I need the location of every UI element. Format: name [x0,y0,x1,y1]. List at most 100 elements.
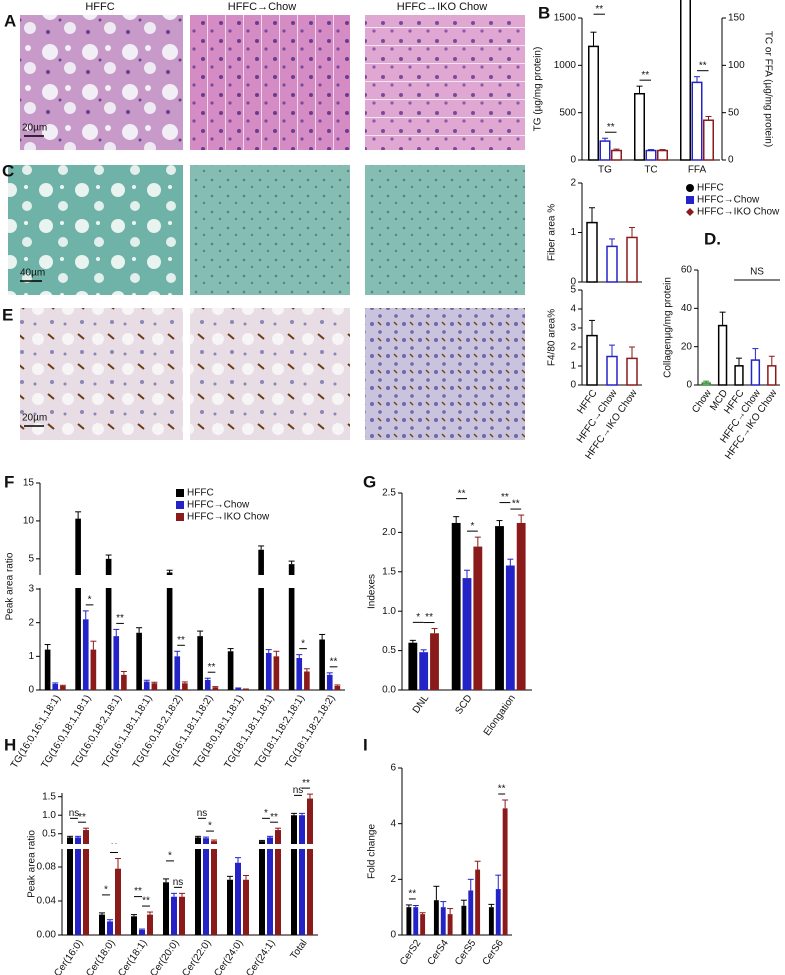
significance-label: ** [498,784,506,795]
significance-label: ** [699,60,707,71]
y-tick-label: 500 [559,107,576,118]
y-axis-label: Fold change [367,824,378,879]
bar [82,619,89,690]
panel-label: I [363,735,368,754]
x-tick-label: FFA [688,165,707,176]
bar [408,642,418,690]
micrograph [365,15,525,150]
micrograph-title: HFFC→Chow [228,1,297,13]
bar [195,837,201,935]
significance-label: ** [134,886,142,897]
y-tick-label: 0.08 [37,862,57,873]
y-tick-label: 40 [681,303,693,314]
bar [171,896,177,935]
y-tick-label: 2 [570,178,576,189]
bar [52,683,59,690]
y-tick-label: 1.5 [42,791,56,802]
bar [586,221,598,283]
legend-marker [176,489,184,497]
y-tick-label: 0.04 [37,896,57,907]
x-tick-label: SCD [453,693,474,717]
y-tick-label: 2 [390,874,396,885]
significance-label: ** [501,492,509,503]
legend-marker [176,501,184,509]
bar [626,236,638,283]
bar [626,357,638,386]
annotation: NS [750,267,764,278]
x-tick-label: Cer(16:0) [52,938,85,975]
y-tick-label: 10 [23,516,35,527]
y-tick-label: 0 [570,155,576,166]
y-tick-label: 5 [570,285,576,296]
y-tick-label: 2.5 [382,488,396,499]
y-tick-label: 2 [570,342,576,353]
x-tick-label: Cer(20:0) [148,938,181,975]
y-tick-label: 1.5 [382,566,396,577]
bar [131,916,137,935]
significance-label: ** [177,635,185,646]
y2-axis-label: TC or FFA (µg/mg protein) [762,31,773,147]
bar [136,632,142,690]
x-tick-label: TG [598,165,612,176]
bar [182,683,188,690]
bar [259,841,265,935]
bar [258,549,264,690]
bar [265,652,272,690]
bar [717,324,728,386]
bar [243,879,249,935]
panel-label: D. [704,229,721,248]
bar [44,649,51,690]
x-tick-label: Cer(18:0) [84,938,117,975]
significance-label: * [416,612,420,623]
panel-label: B [538,3,550,22]
bar [121,674,127,690]
axis-break [34,575,347,588]
legend-label: HFFC [187,488,214,499]
legend-marker [176,513,184,521]
significance-label: ** [641,70,649,81]
bar [288,564,295,690]
bar [203,838,209,935]
bar [473,546,483,690]
y-tick-label: 0 [570,277,576,288]
y-axis-label: TG (µg/mg protein) [533,47,544,132]
bar [419,652,429,690]
bar [115,868,121,935]
significance-label: ** [408,889,416,900]
significance-label: * [208,821,212,832]
y2-tick-label: 150 [728,13,745,24]
micrograph [365,308,525,440]
bar [461,905,467,935]
legend-label: HFFC→IKO Chow [697,207,780,218]
x-tick-label: Cer(18:1) [116,938,149,975]
y-axis-label: Fiber area % [547,204,558,261]
x-tick-label: Cer(24:1) [244,938,277,975]
y-tick-label: 3 [28,584,34,595]
y-tick-label: 1500 [554,13,577,24]
bar [495,526,504,690]
bar [680,0,691,161]
bar [163,882,169,935]
micrograph-title: HFFC→IKO Chow [397,1,488,13]
y-tick-label: 20 [681,341,693,352]
significance-label: * [104,885,108,896]
y2-tick-label: 100 [728,60,745,71]
micrograph [190,15,350,150]
y-tick-label: 1 [570,227,576,238]
panel-label: F [4,472,14,491]
panel-label: A [4,11,16,30]
y-tick-label: 1 [570,361,576,372]
x-tick-label: Total [288,938,309,962]
bar [235,862,241,935]
bar [462,578,472,690]
bar [273,656,280,690]
significance-label: * [264,808,268,819]
bar [307,798,313,935]
x-tick-label: CerS5 [453,938,479,968]
bar [99,914,105,935]
bar [767,365,777,386]
y-tick-label: 0 [570,380,576,391]
significance-label: ** [270,812,278,823]
bar [291,815,297,935]
